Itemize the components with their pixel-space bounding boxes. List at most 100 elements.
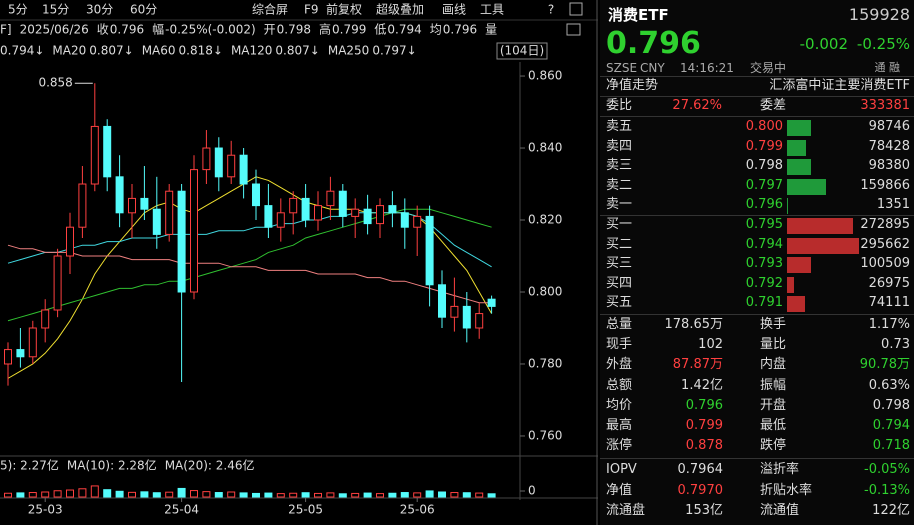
info-label: 高 (319, 22, 331, 37)
toolbar-button[interactable]: 超级叠加 (376, 2, 424, 17)
candle-body (326, 190, 335, 207)
candle-body (400, 212, 409, 228)
volume-bar (400, 492, 409, 498)
book-price: 0.793 (745, 256, 783, 272)
candle-body (239, 154, 248, 185)
price-change-pct: -0.25% (856, 35, 910, 53)
volume-bar (41, 491, 50, 498)
quote-meta: 14:16:21 (680, 61, 734, 75)
candle-body (487, 298, 496, 307)
y-tick-label: 0.860 (528, 69, 562, 83)
stat-label: 总量 (606, 317, 633, 332)
nav-tab: 净值走势 (606, 78, 659, 93)
separator (600, 76, 914, 77)
kline-chart: ? 5分 15分 30分 60分 综合屏 F9 前复权 超级叠加 画线 工具 F] 2025/06/2… (0, 0, 598, 525)
toolbar-button[interactable]: 30分 (86, 3, 113, 17)
candle-body (252, 183, 260, 207)
stat-label: 净值 (606, 482, 633, 498)
book-label: 卖一 (606, 197, 633, 213)
volume-bar (413, 492, 422, 498)
book-bar (787, 139, 807, 156)
volume-bar (351, 492, 360, 498)
volume-bar (66, 489, 74, 498)
book-bar (787, 296, 806, 313)
candle-body (53, 255, 62, 311)
toolbar-button[interactable]: 前复权 (326, 2, 362, 17)
candle-body (376, 205, 384, 225)
toolbar-button[interactable]: 工具 (480, 3, 504, 17)
book-label: 卖四 (606, 138, 633, 154)
stat-value: -0.13% (864, 482, 910, 498)
volume-bar (338, 493, 347, 498)
book-volume: 159866 (860, 177, 910, 193)
stat-label: 外盘 (606, 357, 633, 373)
book-label: 卖二 (606, 177, 633, 193)
stat-label: 总额 (606, 377, 633, 393)
separator (600, 116, 914, 117)
candle-body (276, 212, 285, 228)
candle-body (475, 313, 484, 329)
book-bar (787, 120, 812, 136)
book-price: 0.800 (745, 119, 783, 134)
volume-bar (450, 492, 459, 498)
stat-label: 开盘 (760, 397, 787, 413)
candle-body (28, 327, 37, 358)
toolbar-button[interactable]: 综合屏 (252, 2, 288, 17)
volume-bar (376, 493, 384, 498)
candle-body (202, 147, 211, 171)
candle-body (338, 190, 347, 217)
price-change: -0.002 (799, 35, 848, 53)
toolbar-button[interactable]: F9 (304, 3, 319, 17)
volume-bar (140, 491, 149, 498)
book-price: 0.791 (745, 295, 783, 311)
annotation: 0.858 (38, 76, 72, 90)
x-tick-label: 25-05 (288, 503, 323, 517)
y-tick-label: 0.780 (528, 356, 562, 370)
book-volume: 100509 (860, 256, 910, 272)
candle-body (425, 215, 434, 286)
settings-icon[interactable] (566, 23, 581, 36)
book-volume: 26975 (868, 275, 910, 291)
y-tick-label: 0.760 (528, 428, 562, 442)
diff-value: 333381 (860, 98, 910, 113)
volume-bar (326, 492, 335, 498)
book-price: 0.792 (745, 275, 783, 291)
volume-bar (438, 491, 446, 498)
stat-value: 1.42亿 (681, 377, 723, 393)
info-text: 2025/06/26 (20, 23, 89, 37)
y-tick-label: 0.820 (528, 213, 562, 227)
help-icon[interactable]: ? (548, 3, 554, 17)
stat-label: 流通值 (760, 502, 800, 518)
quote-meta: SZSE (606, 61, 638, 75)
window-icon[interactable] (569, 2, 583, 16)
volume-bar (78, 488, 87, 498)
candle-body (78, 183, 87, 228)
candle-body (165, 190, 174, 235)
volume-bar (388, 492, 397, 498)
info-text: 量 (485, 23, 497, 37)
toolbar-button[interactable]: 5分 (8, 3, 28, 17)
volume-bar (190, 490, 198, 498)
volume-bar (252, 492, 260, 498)
toolbar-button[interactable]: 15分 (42, 3, 69, 17)
book-label: 买一 (606, 217, 633, 232)
book-label: 买四 (606, 275, 633, 291)
toolbar-button[interactable]: 60分 (130, 3, 157, 17)
book-volume: 295662 (860, 236, 910, 252)
candle-body (413, 215, 422, 228)
stat-label: 涨停 (606, 438, 633, 454)
quote-panel: 消费ETF 159928 0.796 -0.002 -0.25% SZSE CNY 14:16… (600, 0, 914, 525)
stat-value: -0.05% (864, 462, 910, 478)
separator (600, 96, 914, 97)
volume-bar (152, 492, 161, 498)
candle-body (388, 205, 397, 214)
volume-bar (314, 492, 322, 498)
volume-bar (90, 485, 99, 498)
toolbar-button[interactable]: 画线 (442, 3, 466, 17)
separator (600, 458, 914, 459)
legend-name: MA60 (142, 44, 176, 58)
book-price: 0.797 (745, 177, 783, 193)
book-volume: 98380 (868, 158, 910, 174)
period-box (496, 42, 548, 60)
book-price: 0.799 (745, 138, 783, 154)
